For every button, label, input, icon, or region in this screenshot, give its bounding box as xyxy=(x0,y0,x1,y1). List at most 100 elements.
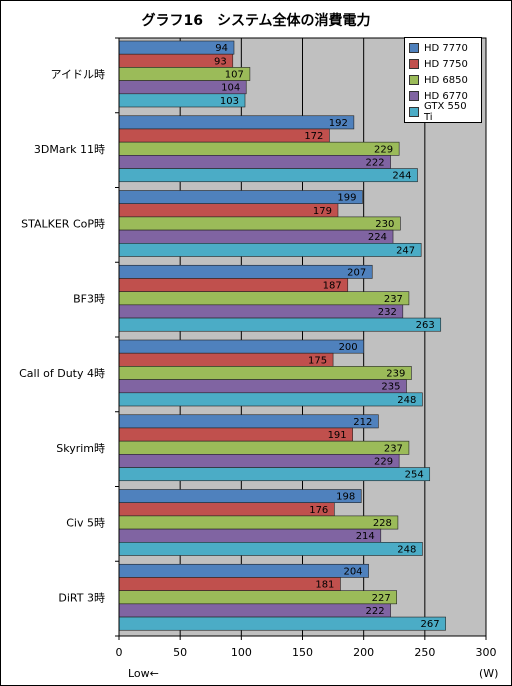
legend-item: HD 7750 xyxy=(409,56,477,72)
data-label: 204 xyxy=(343,566,362,577)
data-label: 94 xyxy=(215,43,228,54)
legend-label: HD 7770 xyxy=(424,42,468,54)
x-tick-label: 0 xyxy=(116,646,123,659)
bar xyxy=(118,440,410,455)
data-label: 224 xyxy=(368,232,387,243)
bar xyxy=(118,216,401,231)
bar xyxy=(118,454,400,468)
bar xyxy=(118,155,391,169)
x-tick-label: 300 xyxy=(476,646,497,659)
plot-border xyxy=(118,37,487,637)
low-direction-label: Low← xyxy=(128,667,159,680)
data-label: 198 xyxy=(336,492,355,503)
bar xyxy=(118,427,353,442)
data-label: 187 xyxy=(323,281,342,292)
legend-label: GTX 550 Ti xyxy=(424,101,467,123)
data-label: 200 xyxy=(339,342,358,353)
bar xyxy=(118,379,407,394)
data-label: 199 xyxy=(337,193,356,204)
data-label: 222 xyxy=(365,606,384,617)
x-tick-label: 150 xyxy=(292,646,313,659)
category-label: DiRT 3時 xyxy=(58,591,105,604)
legend-label: HD 6850 xyxy=(424,74,468,86)
bar xyxy=(118,243,422,257)
data-label: 254 xyxy=(405,470,424,481)
data-label: 104 xyxy=(221,83,240,94)
data-label: 175 xyxy=(308,355,327,366)
category-label: Call of Duty 4時 xyxy=(19,367,105,380)
category-label: Skyrim時 xyxy=(56,442,105,455)
bar xyxy=(118,115,355,130)
data-label: 192 xyxy=(329,118,348,129)
bar xyxy=(118,352,334,367)
bar xyxy=(118,278,349,292)
bar xyxy=(118,190,363,204)
bar xyxy=(118,304,404,319)
data-label: 212 xyxy=(353,417,372,428)
bar xyxy=(118,616,446,631)
data-label: 214 xyxy=(356,531,375,542)
data-label: 248 xyxy=(397,544,416,555)
legend-label: HD 7750 xyxy=(424,58,468,70)
category-label: BF3時 xyxy=(73,292,105,305)
data-label: 237 xyxy=(384,443,403,454)
category-label: 3DMark 11時 xyxy=(34,143,105,156)
legend-item: HD 6770 xyxy=(409,88,477,104)
data-label: 172 xyxy=(304,131,323,142)
data-label: 248 xyxy=(397,395,416,406)
legend-item: HD 7770 xyxy=(409,40,477,56)
bar xyxy=(118,515,399,530)
data-label: 103 xyxy=(220,96,239,107)
bar xyxy=(118,229,394,244)
category-label: STALKER CoP時 xyxy=(21,218,105,231)
data-label: 230 xyxy=(375,219,394,230)
data-label: 235 xyxy=(381,382,400,393)
legend-swatch xyxy=(409,107,419,117)
data-label: 107 xyxy=(225,70,244,81)
bar xyxy=(118,414,379,429)
bar xyxy=(118,168,418,183)
data-label: 93 xyxy=(214,56,227,67)
chart-legend: HD 7770 HD 7750 HD 6850 HD 6770 GTX 550 Ti xyxy=(404,37,482,123)
bar xyxy=(118,264,373,279)
x-tick-label: 250 xyxy=(414,646,435,659)
data-label: 229 xyxy=(374,144,393,155)
bar xyxy=(118,141,400,156)
data-label: 237 xyxy=(384,294,403,305)
category-label: アイドル時 xyxy=(51,68,105,81)
bar xyxy=(118,489,362,503)
legend-label: HD 6770 xyxy=(424,90,468,102)
bar xyxy=(118,563,369,578)
bar xyxy=(118,339,364,354)
bar xyxy=(118,590,397,605)
legend-swatch xyxy=(409,59,419,69)
data-label: 229 xyxy=(374,456,393,467)
legend-swatch xyxy=(409,43,419,53)
bar xyxy=(118,203,339,218)
bar xyxy=(118,528,382,543)
bar xyxy=(118,317,442,332)
x-tick-label: 100 xyxy=(231,646,252,659)
unit-label: (W) xyxy=(479,667,498,680)
category-label: Civ 5時 xyxy=(66,517,105,530)
data-label: 239 xyxy=(386,369,405,380)
data-label: 228 xyxy=(373,518,392,529)
bar xyxy=(118,603,391,618)
bar xyxy=(118,502,335,517)
bar xyxy=(118,392,423,407)
legend-swatch xyxy=(409,91,419,101)
bar xyxy=(118,366,412,380)
data-label: 247 xyxy=(396,245,415,256)
data-label: 181 xyxy=(315,580,334,591)
bar xyxy=(118,128,330,143)
chart-title: グラフ16 システム全体の消費電力 xyxy=(141,13,371,29)
legend-swatch xyxy=(409,75,419,85)
x-tick-label: 50 xyxy=(173,646,187,659)
bar xyxy=(118,577,341,591)
data-label: 222 xyxy=(365,157,384,168)
legend-item: GTX 550 Ti xyxy=(409,101,477,123)
data-label: 207 xyxy=(347,267,366,278)
bar xyxy=(118,541,423,556)
data-label: 263 xyxy=(416,320,435,331)
